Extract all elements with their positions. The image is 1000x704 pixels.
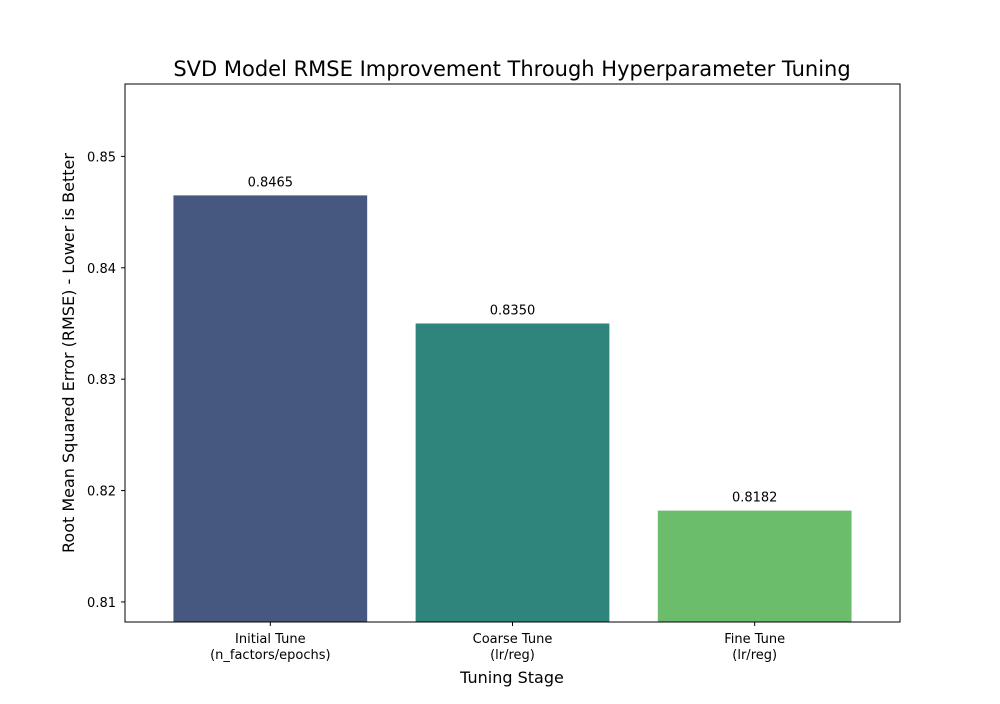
y-tick-label-2: 0.82 — [87, 485, 116, 500]
chart-title: SVD Model RMSE Improvement Through Hyper… — [173, 57, 850, 81]
x-axis-label: Tuning Stage — [459, 668, 564, 687]
data-label-1: 0.8465 — [248, 175, 294, 190]
x-tick-label-2-line-2: (lr/reg) — [490, 648, 535, 663]
x-tick-label-1-line-1: Initial Tune — [235, 632, 306, 647]
y-tick-label-1: 0.81 — [87, 596, 116, 611]
data-label-3: 0.8182 — [732, 491, 778, 506]
y-tick-label-4: 0.84 — [87, 262, 116, 277]
x-tick-label-3-line-1: Fine Tune — [724, 632, 785, 647]
x-tick-label-1-line-2: (n_factors/epochs) — [210, 648, 331, 663]
bars-group — [173, 195, 852, 623]
bar-3 — [657, 510, 852, 622]
x-axis-ticks: Initial Tune(n_factors/epochs) Coarse Tun… — [210, 622, 785, 663]
bar-1 — [173, 195, 368, 623]
y-tick-label-5: 0.85 — [87, 150, 116, 165]
y-axis-label: Root Mean Squared Error (RMSE) - Lower i… — [59, 153, 78, 553]
y-tick-label-3: 0.83 — [87, 373, 116, 388]
data-label-2: 0.8350 — [490, 303, 536, 318]
bar-2 — [415, 323, 610, 622]
x-tick-label-3-line-2: (lr/reg) — [732, 648, 777, 663]
value-labels-group: 0.8465 0.8350 0.8182 — [248, 175, 778, 505]
x-tick-label-2-line-1: Coarse Tune — [473, 632, 553, 647]
y-axis-ticks: 0.81 0.82 0.83 0.84 0.85 — [87, 150, 125, 611]
